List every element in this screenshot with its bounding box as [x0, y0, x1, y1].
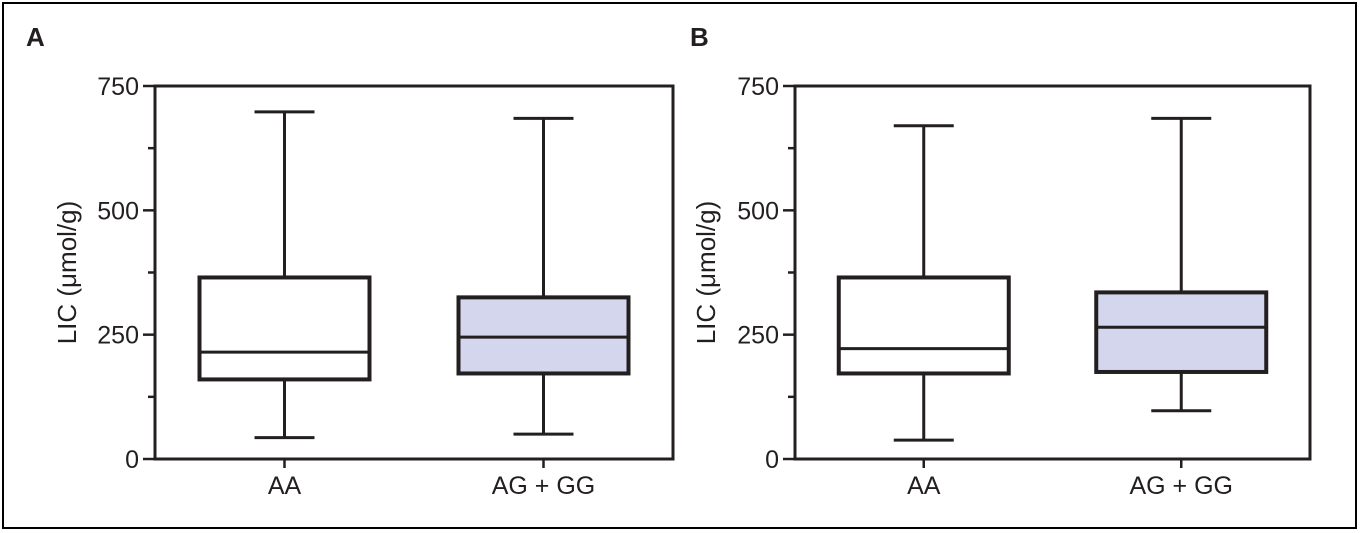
panel-b-y-tick-label: 750	[737, 73, 779, 101]
panel-a-plot-frame	[153, 84, 675, 461]
panel-b-y-tick-label: 250	[737, 322, 779, 350]
panel-b-box-ag-gg-iqr	[1094, 290, 1269, 374]
panel-b-y-tick-label: 0	[765, 446, 779, 474]
panel-a-y-tick-label: 0	[125, 446, 139, 474]
panel-a-x-tick-label: AG + GG	[492, 472, 596, 500]
panel-a-y-axis-title: LIC (μmol/g)	[52, 201, 82, 345]
panel-a-y-tick-label: 250	[97, 322, 139, 350]
panel-a-box-aa-iqr	[197, 275, 372, 382]
panel-b-plot-frame	[793, 84, 1312, 461]
panel-a-box-ag-gg-iqr	[456, 295, 631, 376]
panel-b-box-aa-iqr	[836, 275, 1011, 376]
panel-b-y-tick-label: 500	[737, 197, 779, 225]
panel-a-label: A	[26, 22, 45, 52]
panel-b-x-tick-label: AG + GG	[1129, 472, 1233, 500]
panel-b-label: B	[690, 22, 709, 52]
panel-b-x-tick-label: AA	[907, 472, 941, 500]
panel-b-y-axis-title: LIC (μmol/g)	[691, 201, 721, 345]
panel-a-x-tick-label: AA	[268, 472, 302, 500]
panel-a-y-tick-label: 750	[97, 73, 139, 101]
panel-a-y-tick-label: 500	[97, 197, 139, 225]
